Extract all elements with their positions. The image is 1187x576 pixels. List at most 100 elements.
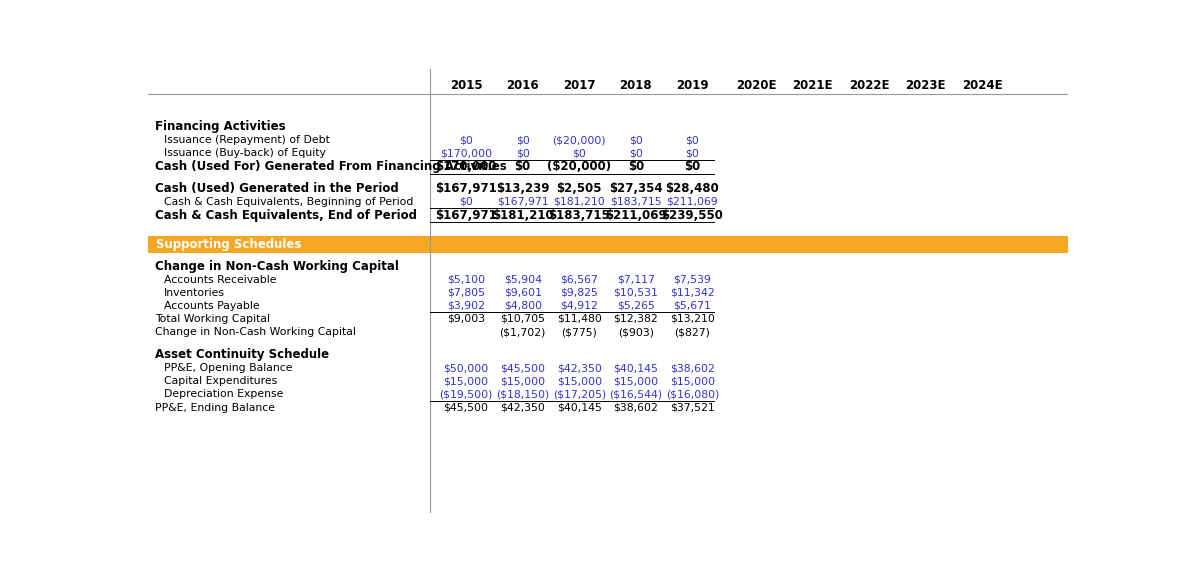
Text: ($20,000): ($20,000) bbox=[547, 160, 611, 173]
Text: $28,480: $28,480 bbox=[666, 182, 719, 195]
Text: $9,601: $9,601 bbox=[503, 288, 541, 298]
Text: PP&E, Ending Balance: PP&E, Ending Balance bbox=[154, 403, 274, 412]
Text: $181,210: $181,210 bbox=[491, 209, 553, 222]
Text: $15,000: $15,000 bbox=[614, 376, 659, 386]
Text: ($20,000): ($20,000) bbox=[552, 135, 607, 145]
Text: $0: $0 bbox=[515, 160, 531, 173]
Text: $170,000: $170,000 bbox=[440, 149, 493, 158]
Text: $0: $0 bbox=[685, 149, 699, 158]
Text: Depreciation Expense: Depreciation Expense bbox=[164, 389, 284, 399]
Text: 2018: 2018 bbox=[620, 79, 652, 92]
Text: $0: $0 bbox=[685, 135, 699, 145]
Text: $2,505: $2,505 bbox=[557, 182, 602, 195]
Text: $167,971: $167,971 bbox=[436, 182, 497, 195]
Text: Accounts Payable: Accounts Payable bbox=[164, 301, 260, 311]
Text: $5,100: $5,100 bbox=[447, 275, 485, 285]
Text: ($19,500): ($19,500) bbox=[439, 389, 493, 399]
Text: $0: $0 bbox=[629, 149, 643, 158]
Text: $183,715: $183,715 bbox=[548, 209, 610, 222]
Text: $0: $0 bbox=[459, 197, 474, 207]
Text: $0: $0 bbox=[516, 135, 529, 145]
Text: $7,805: $7,805 bbox=[447, 288, 485, 298]
Text: $13,239: $13,239 bbox=[496, 182, 550, 195]
Text: $10,705: $10,705 bbox=[500, 314, 545, 324]
Text: 2022E: 2022E bbox=[849, 79, 889, 92]
Text: 2020E: 2020E bbox=[736, 79, 776, 92]
Text: ($903): ($903) bbox=[618, 327, 654, 337]
Text: $42,350: $42,350 bbox=[557, 363, 602, 373]
Text: Change in Non-Cash Working Capital: Change in Non-Cash Working Capital bbox=[154, 327, 355, 337]
Text: $15,000: $15,000 bbox=[444, 376, 489, 386]
Text: Cash & Cash Equivalents, End of Period: Cash & Cash Equivalents, End of Period bbox=[154, 209, 417, 222]
Text: $9,003: $9,003 bbox=[447, 314, 485, 324]
Text: ($1,702): ($1,702) bbox=[500, 327, 546, 337]
Text: $170,000: $170,000 bbox=[436, 160, 497, 173]
Text: $167,971: $167,971 bbox=[436, 209, 497, 222]
Text: $0: $0 bbox=[572, 149, 586, 158]
Text: Inventories: Inventories bbox=[164, 288, 224, 298]
Text: $5,904: $5,904 bbox=[503, 275, 541, 285]
Text: $239,550: $239,550 bbox=[661, 209, 723, 222]
Text: $0: $0 bbox=[628, 160, 645, 173]
Text: Cash & Cash Equivalents, Beginning of Period: Cash & Cash Equivalents, Beginning of Pe… bbox=[164, 197, 413, 207]
Text: $0: $0 bbox=[684, 160, 700, 173]
Text: PP&E, Opening Balance: PP&E, Opening Balance bbox=[164, 363, 292, 373]
Text: Asset Continuity Schedule: Asset Continuity Schedule bbox=[154, 348, 329, 361]
Text: $167,971: $167,971 bbox=[497, 197, 548, 207]
Text: $0: $0 bbox=[629, 135, 643, 145]
Text: $3,902: $3,902 bbox=[447, 301, 485, 311]
Text: $5,265: $5,265 bbox=[617, 301, 655, 311]
Text: $12,382: $12,382 bbox=[614, 314, 659, 324]
Text: $5,671: $5,671 bbox=[673, 301, 711, 311]
Text: $4,912: $4,912 bbox=[560, 301, 598, 311]
Text: ($16,080): ($16,080) bbox=[666, 389, 719, 399]
Text: $15,000: $15,000 bbox=[557, 376, 602, 386]
Text: ($827): ($827) bbox=[674, 327, 710, 337]
Text: $211,069: $211,069 bbox=[667, 197, 718, 207]
Text: $40,145: $40,145 bbox=[614, 363, 659, 373]
Text: ($775): ($775) bbox=[561, 327, 597, 337]
Text: $7,539: $7,539 bbox=[673, 275, 711, 285]
Text: $0: $0 bbox=[459, 135, 474, 145]
Text: $6,567: $6,567 bbox=[560, 275, 598, 285]
Text: $11,342: $11,342 bbox=[669, 288, 715, 298]
Text: $181,210: $181,210 bbox=[553, 197, 605, 207]
Bar bbox=[148, 236, 1068, 253]
Text: $9,825: $9,825 bbox=[560, 288, 598, 298]
Text: $15,000: $15,000 bbox=[669, 376, 715, 386]
Text: $15,000: $15,000 bbox=[500, 376, 545, 386]
Text: $50,000: $50,000 bbox=[444, 363, 489, 373]
Text: 2019: 2019 bbox=[677, 79, 709, 92]
Text: 2015: 2015 bbox=[450, 79, 482, 92]
Text: ($16,544): ($16,544) bbox=[609, 389, 662, 399]
Text: $45,500: $45,500 bbox=[444, 403, 489, 412]
Text: $11,480: $11,480 bbox=[557, 314, 602, 324]
Text: Total Working Capital: Total Working Capital bbox=[154, 314, 269, 324]
Text: $38,602: $38,602 bbox=[669, 363, 715, 373]
Text: Change in Non-Cash Working Capital: Change in Non-Cash Working Capital bbox=[154, 260, 399, 273]
Text: 2021E: 2021E bbox=[792, 79, 833, 92]
Text: $42,350: $42,350 bbox=[500, 403, 545, 412]
Text: $40,145: $40,145 bbox=[557, 403, 602, 412]
Text: Supporting Schedules: Supporting Schedules bbox=[157, 238, 301, 251]
Text: Financing Activities: Financing Activities bbox=[154, 120, 285, 134]
Text: $45,500: $45,500 bbox=[500, 363, 545, 373]
Text: $10,531: $10,531 bbox=[614, 288, 659, 298]
Text: $37,521: $37,521 bbox=[669, 403, 715, 412]
Text: $38,602: $38,602 bbox=[614, 403, 659, 412]
Text: 2024E: 2024E bbox=[961, 79, 1003, 92]
Text: 2023E: 2023E bbox=[906, 79, 946, 92]
Text: $7,117: $7,117 bbox=[617, 275, 655, 285]
Text: 2017: 2017 bbox=[563, 79, 596, 92]
Text: $27,354: $27,354 bbox=[609, 182, 662, 195]
Text: 2016: 2016 bbox=[507, 79, 539, 92]
Text: $183,715: $183,715 bbox=[610, 197, 661, 207]
Text: ($18,150): ($18,150) bbox=[496, 389, 550, 399]
Text: ($17,205): ($17,205) bbox=[553, 389, 605, 399]
Text: Issuance (Buy-back) of Equity: Issuance (Buy-back) of Equity bbox=[164, 149, 325, 158]
Text: Cash (Used For) Generated From Financing Activities: Cash (Used For) Generated From Financing… bbox=[154, 160, 507, 173]
Text: $211,069: $211,069 bbox=[605, 209, 667, 222]
Text: $4,800: $4,800 bbox=[503, 301, 541, 311]
Text: Cash (Used) Generated in the Period: Cash (Used) Generated in the Period bbox=[154, 182, 399, 195]
Text: $0: $0 bbox=[516, 149, 529, 158]
